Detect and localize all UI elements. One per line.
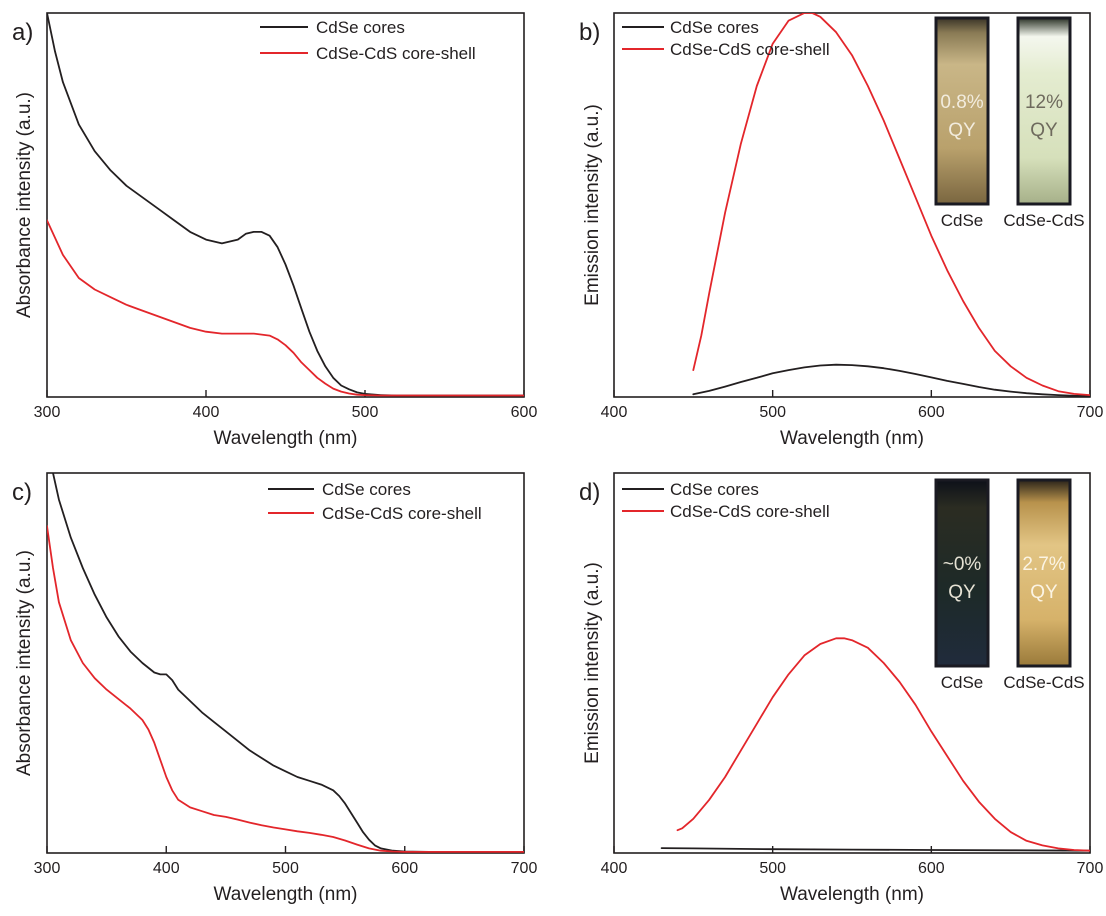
x-tick-label: 700 (1077, 404, 1104, 421)
y-axis-label: Emission intensity (a.u.) (582, 562, 603, 764)
x-tick-label: 500 (759, 860, 786, 877)
panel-letter: d) (579, 479, 600, 506)
vial-caption: CdSe-CdS (1003, 211, 1084, 230)
vial-body (1016, 16, 1072, 206)
vial-caption: CdSe-CdS (1003, 673, 1084, 692)
axis-frame (613, 12, 1091, 398)
panel-letter: c) (12, 479, 32, 506)
vial-photo: 0.8% QY CdSe (934, 16, 990, 230)
x-axis-label: Wavelength (nm) (780, 884, 924, 905)
vial-qy-label: QY (948, 582, 976, 603)
x-tick-label: 400 (153, 860, 180, 877)
vial-caption: CdSe (941, 211, 984, 230)
vial-qy-value: 12% (1025, 92, 1063, 113)
series-line (47, 13, 524, 397)
x-axis-label: Wavelength (nm) (214, 884, 358, 905)
vial-photo: 2.7% QY CdSe-CdS (1003, 478, 1085, 692)
axis-frame (46, 12, 525, 398)
axis-frame (46, 472, 525, 854)
x-tick-label: 500 (352, 404, 379, 421)
series-line (47, 525, 524, 853)
y-axis-label: Emission intensity (a.u.) (582, 104, 603, 306)
vial-body (934, 16, 990, 206)
panel-letter: a) (12, 19, 33, 46)
chart-panel: 300 400 500 600 Wavelength (nm) Absorbance in… (12, 12, 538, 449)
y-axis-label: Absorbance intensity (a.u.) (14, 550, 35, 776)
x-tick-label: 600 (918, 404, 945, 421)
legend-label: CdSe-CdS core-shell (670, 40, 830, 59)
chart-panel: 0.8% QY CdSe 12% QY CdSe-CdS 400 500 600 700 Wavel… (579, 12, 1104, 449)
x-tick-label: 300 (34, 860, 61, 877)
x-tick-label: 400 (601, 860, 628, 877)
axis-frame (613, 472, 1091, 854)
vial-body (934, 478, 990, 668)
series-line (692, 13, 1090, 397)
vial-qy-value: ~0% (943, 554, 982, 575)
vial-qy-value: 0.8% (940, 92, 983, 113)
vial-qy-value: 2.7% (1022, 554, 1065, 575)
x-axis-label: Wavelength (nm) (780, 428, 924, 449)
x-axis-label: Wavelength (nm) (214, 428, 358, 449)
x-tick-label: 600 (511, 404, 538, 421)
x-tick-label: 600 (918, 860, 945, 877)
x-tick-label: 700 (1077, 860, 1104, 877)
chart-panel: 300 400 500 600 700 Wavelength (nm) Absorbance… (12, 472, 538, 905)
y-axis-label: Absorbance intensity (a.u.) (14, 92, 35, 318)
vial-photo: ~0% QY CdSe (934, 478, 990, 692)
x-tick-label: 300 (34, 404, 61, 421)
x-tick-label: 400 (601, 404, 628, 421)
series-line (692, 363, 1090, 397)
x-tick-label: 500 (759, 404, 786, 421)
legend-label: CdSe-CdS core-shell (322, 504, 482, 523)
panel-letter: b) (579, 19, 600, 46)
x-tick-label: 700 (511, 860, 538, 877)
vial-qy-label: QY (1030, 582, 1058, 603)
vial-body (1016, 478, 1072, 668)
series-line (660, 847, 1090, 852)
series-line (676, 637, 1090, 852)
vial-qy-label: QY (1030, 120, 1058, 141)
vial-photo: 12% QY CdSe-CdS (1003, 16, 1085, 230)
x-tick-label: 500 (272, 860, 299, 877)
legend-label: CdSe-CdS core-shell (670, 502, 830, 521)
legend-label: CdSe cores (316, 18, 405, 37)
legend-label: CdSe cores (322, 480, 411, 499)
series-line (47, 219, 524, 397)
legend-label: CdSe cores (670, 18, 759, 37)
legend-label: CdSe cores (670, 480, 759, 499)
legend-label: CdSe-CdS core-shell (316, 44, 476, 63)
x-tick-label: 400 (193, 404, 220, 421)
chart-panel: ~0% QY CdSe 2.7% QY CdSe-CdS 400 500 600 700 Wavel… (579, 472, 1104, 905)
series-line (52, 473, 524, 853)
x-tick-label: 600 (391, 860, 418, 877)
vial-caption: CdSe (941, 673, 984, 692)
vial-qy-label: QY (948, 120, 976, 141)
